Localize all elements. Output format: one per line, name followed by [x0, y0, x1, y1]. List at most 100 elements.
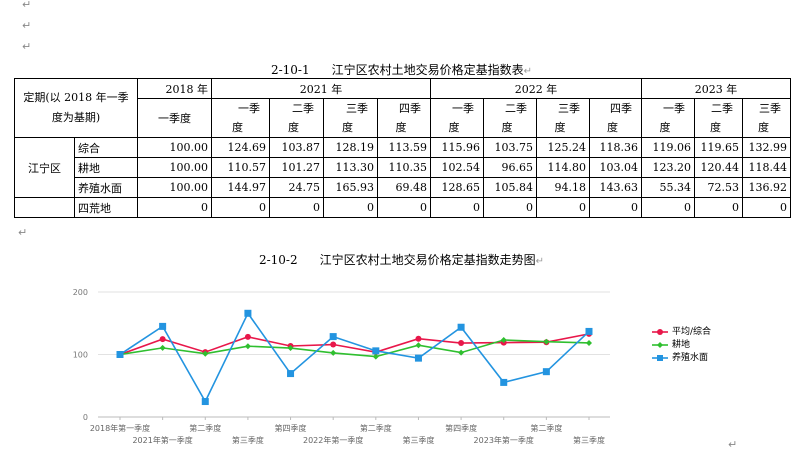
data-point — [500, 378, 508, 386]
quarter-header: 一季度 — [430, 98, 484, 138]
index-value-cell: 0 — [536, 197, 590, 218]
index-value-cell: 113.59 — [377, 137, 431, 158]
index-value-cell: 115.96 — [430, 137, 484, 158]
index-value-cell: 118.44 — [742, 157, 791, 178]
quarter-header: 三季度 — [323, 98, 378, 138]
data-point — [201, 398, 209, 406]
legend-label: 养殖水面 — [672, 353, 709, 363]
index-value-cell: 0 — [211, 197, 270, 218]
quarter-header: 四季度 — [377, 98, 431, 138]
data-point — [414, 354, 422, 362]
index-value-cell: 69.48 — [377, 177, 431, 198]
land-type-cell: 综合 — [74, 137, 138, 158]
y-tick-label: 200 — [73, 288, 88, 297]
y-tick-label: 100 — [73, 351, 88, 360]
index-value-cell: 0 — [641, 197, 695, 218]
data-point — [415, 342, 422, 349]
data-point — [116, 351, 124, 358]
table-title-text: 江宁区农村土地交易价格定基指数表 — [331, 63, 524, 77]
year-header: 2022 年 — [430, 78, 642, 99]
price-index-table: 定期(以 2018 年一季度为基期) 2018 年 2021 年 2022 年 … — [14, 78, 791, 218]
data-point — [159, 322, 167, 330]
x-tick-label: 2021年第一季度 — [132, 435, 192, 445]
x-tick-label: 第四季度 — [275, 423, 307, 433]
table-title: 2-10-1 江宁区农村土地交易价格定基指数表↵ — [270, 63, 533, 77]
index-value-cell: 0 — [430, 197, 484, 218]
data-point — [329, 333, 337, 341]
chart-title: 2-10-2 江宁区农村土地交易价格定基指数走势图↵ — [258, 253, 545, 267]
index-value-cell: 128.19 — [323, 137, 378, 158]
land-type-cell: 四荒地 — [74, 197, 138, 218]
index-value-cell: 100.00 — [137, 157, 212, 178]
data-point — [585, 327, 593, 335]
index-value-cell: 120.44 — [694, 157, 743, 178]
data-point — [542, 368, 550, 376]
paragraph-mark: ↵ — [22, 40, 32, 53]
series-line-1 — [119, 333, 590, 356]
series-line-3 — [119, 311, 590, 404]
index-value-cell: 136.92 — [742, 177, 791, 198]
x-tick-label: 第二季度 — [360, 423, 392, 433]
index-value-cell: 103.75 — [483, 137, 537, 158]
index-value-cell: 0 — [694, 197, 743, 218]
y-tick-label: 0 — [83, 413, 88, 422]
paragraph-mark: ↵ — [22, 0, 32, 11]
index-value-cell: 110.57 — [211, 157, 270, 178]
index-value-cell: 114.80 — [536, 157, 590, 178]
index-value-cell: 119.65 — [694, 137, 743, 158]
index-value-cell: 132.99 — [742, 137, 791, 158]
legend-marker-icon — [652, 354, 668, 361]
data-point — [159, 336, 166, 343]
data-point — [244, 309, 252, 317]
paragraph-mark: ↵ — [18, 226, 28, 239]
data-point — [287, 345, 294, 352]
table-row: 四荒地 0 0 0 0 0 0 0 0 0 0 0 0 — [14, 197, 791, 218]
legend-label: 耕地 — [672, 340, 691, 350]
x-tick-label: 第四季度 — [445, 423, 477, 433]
data-point — [244, 333, 251, 340]
index-value-cell: 0 — [377, 197, 431, 218]
year-header: 2018 年 — [137, 78, 212, 99]
index-value-cell: 94.18 — [536, 177, 590, 198]
index-value-cell: 24.75 — [269, 177, 324, 198]
quarter-header: 二季度 — [694, 98, 743, 138]
table-row: 养殖水面 100.00 144.97 24.75 165.93 69.48 128.65 10… — [15, 177, 791, 198]
quarter-header: 二季度 — [269, 98, 324, 138]
index-value-cell: 110.35 — [377, 157, 431, 178]
x-tick-label: 2018年第一季度 — [90, 423, 150, 433]
index-value-cell: 0 — [137, 197, 212, 218]
chart-title-text: 江宁区农村土地交易价格定基指数走势图 — [319, 253, 536, 267]
index-value-cell: 165.93 — [323, 177, 378, 198]
paragraph-mark: ↵ — [22, 19, 32, 32]
data-point — [202, 350, 209, 357]
index-value-cell: 102.54 — [430, 157, 484, 178]
index-value-cell: 96.65 — [483, 157, 537, 178]
data-point — [244, 343, 251, 350]
x-tick-label: 第三季度 — [573, 435, 605, 445]
x-tick-label: 第二季度 — [189, 423, 221, 433]
table-row: 江宁区 综合 100.00 124.69 103.87 128.19 113.59 115.9… — [14, 137, 791, 198]
legend-label: 平均/综合 — [672, 327, 712, 337]
legend-marker-icon — [652, 341, 668, 348]
year-header: 2023 年 — [641, 78, 791, 99]
x-tick-label: 第三季度 — [402, 435, 434, 445]
index-value-cell: 0 — [269, 197, 324, 218]
index-value-cell: 124.69 — [211, 137, 270, 158]
index-value-cell: 72.53 — [694, 177, 743, 198]
data-point — [330, 341, 337, 348]
index-value-cell: 143.63 — [589, 177, 642, 198]
chart-legend: 平均/综合耕地养殖水面 — [652, 326, 711, 365]
data-point — [330, 349, 337, 356]
index-value-cell: 128.65 — [430, 177, 484, 198]
index-value-cell: 125.24 — [536, 137, 590, 158]
quarter-header: 二季度 — [483, 98, 537, 138]
quarter-header: 一季度 — [137, 98, 212, 138]
legend-item: 养殖水面 — [652, 352, 711, 364]
legend-item: 耕地 — [652, 339, 711, 351]
index-value-cell: 144.97 — [211, 177, 270, 198]
land-type-cell: 耕地 — [74, 157, 138, 178]
table-row: 耕地 100.00 110.57 101.27 113.30 110.35 102.54 96… — [15, 157, 791, 178]
series-line-2 — [119, 339, 590, 358]
data-point — [500, 337, 507, 343]
